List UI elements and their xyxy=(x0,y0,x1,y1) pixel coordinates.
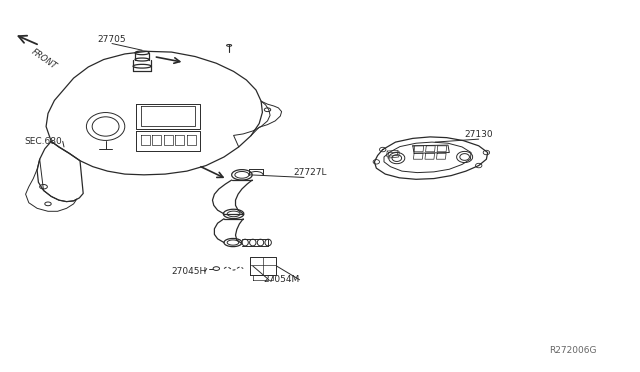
Text: R272006G: R272006G xyxy=(549,346,596,355)
Text: SEC.680: SEC.680 xyxy=(25,137,62,146)
Text: 27727L: 27727L xyxy=(294,169,327,177)
Text: 27705: 27705 xyxy=(98,35,126,44)
Text: 27054M: 27054M xyxy=(264,275,300,284)
Text: 27130: 27130 xyxy=(465,130,493,139)
Text: 27045H: 27045H xyxy=(171,267,207,276)
Text: FRONT: FRONT xyxy=(29,48,58,71)
